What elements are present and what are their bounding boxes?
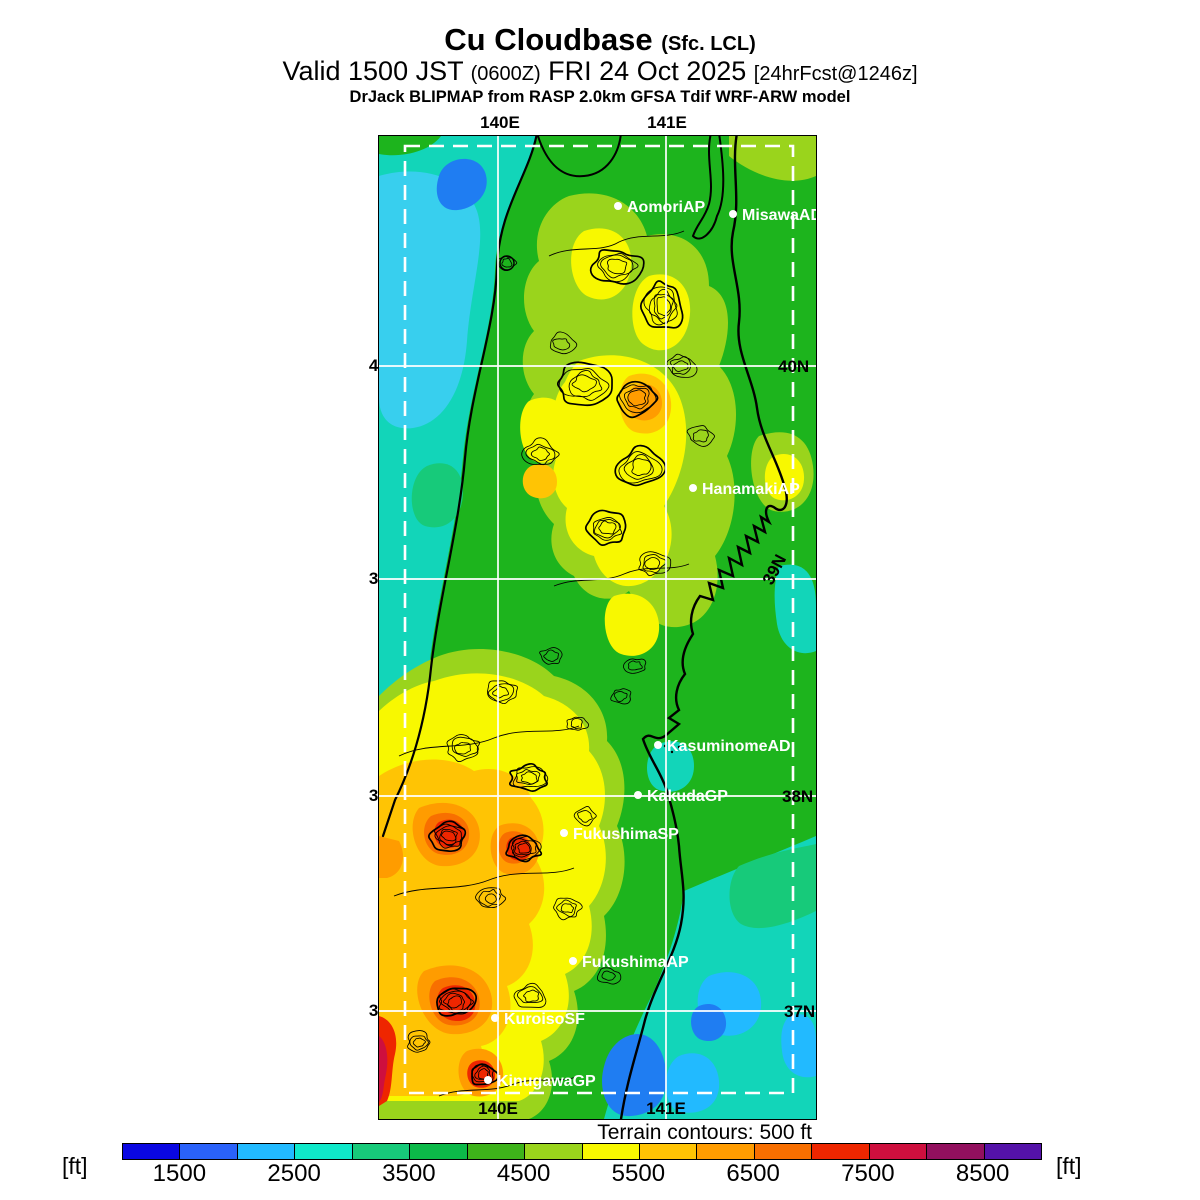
colorbar-unit-right: [ft] [1056, 1153, 1082, 1180]
cloudbase-colorbar [122, 1143, 1042, 1160]
colorbar-segment-0 [123, 1144, 180, 1159]
colorbar-segment-15 [985, 1144, 1041, 1159]
colorbar-unit-left: [ft] [62, 1153, 88, 1180]
colorbar-tick: 4500 [497, 1160, 550, 1188]
plot-title-suffix: (Sfc. LCL) [661, 33, 755, 55]
blipmap-page: Cu Cloudbase (Sfc. LCL) Valid 1500 JST (… [0, 0, 1200, 1200]
colorbar-segment-2 [238, 1144, 295, 1159]
station-label: HanamakiAP [702, 481, 800, 498]
lon-label-top: 140E [480, 113, 520, 133]
lat-label-right: 37N [784, 1002, 815, 1021]
station-dot [689, 484, 697, 492]
colorbar-segment-11 [755, 1144, 812, 1159]
colorbar-segment-5 [410, 1144, 467, 1159]
cloudbase-filled-regions [379, 136, 816, 1119]
cloudbase-map: 40N39N38N37N140E141E AomoriAPMisawaADHan… [379, 136, 816, 1119]
station-label: AomoriAP [627, 199, 706, 216]
lat-label-right: 38N [782, 787, 813, 806]
colorbar-segment-14 [927, 1144, 984, 1159]
station-FukushimaSP: FukushimaSP [560, 826, 679, 843]
colorbar-segment-3 [295, 1144, 352, 1159]
station-label: KinugawaGP [497, 1073, 596, 1090]
station-label: KakudaGP [647, 788, 728, 805]
station-KuroisoSF: KuroisoSF [491, 1011, 585, 1028]
colorbar-segment-8 [583, 1144, 640, 1159]
colorbar-tick: 6500 [726, 1160, 779, 1188]
lon-label-top: 141E [647, 113, 687, 133]
terrain-contour-note: Terrain contours: 500 ft [597, 1121, 812, 1145]
colorbar-segment-9 [640, 1144, 697, 1159]
station-AomoriAP: AomoriAP [614, 199, 706, 216]
station-label: KuroisoSF [504, 1011, 585, 1028]
plot-title: Cu Cloudbase (Sfc. LCL) [0, 22, 1200, 58]
station-dot [560, 829, 568, 837]
colorbar-segment-4 [353, 1144, 410, 1159]
valid-fcst: [24hrFcst@1246z] [754, 63, 918, 85]
station-KinugawaGP: KinugawaGP [484, 1073, 596, 1090]
colorbar-tick: 7500 [841, 1160, 894, 1188]
colorbar-tick: 5500 [612, 1160, 665, 1188]
colorbar-segment-6 [468, 1144, 525, 1159]
lon-label-bottom: 140E [478, 1099, 518, 1118]
valid-zulu: (0600Z) [471, 63, 541, 85]
station-dot [569, 957, 577, 965]
colorbar-segment-12 [812, 1144, 869, 1159]
station-dot [654, 741, 662, 749]
valid-date: FRI 24 Oct 2025 [548, 56, 746, 86]
station-dot [634, 791, 642, 799]
station-dot [491, 1014, 499, 1022]
station-dot [729, 210, 737, 218]
station-FukushimaAP: FukushimaAP [569, 954, 689, 971]
station-MisawaAD: MisawaAD [729, 207, 816, 224]
colorbar-tick: 2500 [267, 1160, 320, 1188]
lat-label-right: 40N [778, 357, 809, 376]
colorbar-tick: 1500 [153, 1160, 206, 1188]
colorbar-segment-10 [697, 1144, 754, 1159]
map-frame: 40N39N38N37N140E141E AomoriAPMisawaADHan… [378, 135, 817, 1120]
station-KasuminomeAD: KasuminomeAD [654, 738, 791, 755]
station-label: FukushimaSP [573, 826, 679, 843]
station-label: MisawaAD [742, 207, 816, 224]
station-dot [614, 202, 622, 210]
colorbar-tick: 8500 [956, 1160, 1009, 1188]
colorbar-tick: 3500 [382, 1160, 435, 1188]
colorbar-segment-1 [180, 1144, 237, 1159]
station-label: FukushimaAP [582, 954, 689, 971]
valid-time-line: Valid 1500 JST (0600Z) FRI 24 Oct 2025 [… [0, 56, 1200, 87]
plot-title-main: Cu Cloudbase [444, 22, 652, 57]
station-label: KasuminomeAD [667, 738, 791, 755]
colorbar-segment-13 [870, 1144, 927, 1159]
station-KakudaGP: KakudaGP [634, 788, 728, 805]
station-dot [484, 1076, 492, 1084]
valid-prefix: Valid 1500 JST [282, 56, 463, 86]
colorbar-segment-7 [525, 1144, 582, 1159]
model-line: DrJack BLIPMAP from RASP 2.0km GFSA Tdif… [0, 88, 1200, 107]
lon-label-bottom: 141E [646, 1099, 686, 1118]
station-HanamakiAP: HanamakiAP [689, 481, 800, 498]
